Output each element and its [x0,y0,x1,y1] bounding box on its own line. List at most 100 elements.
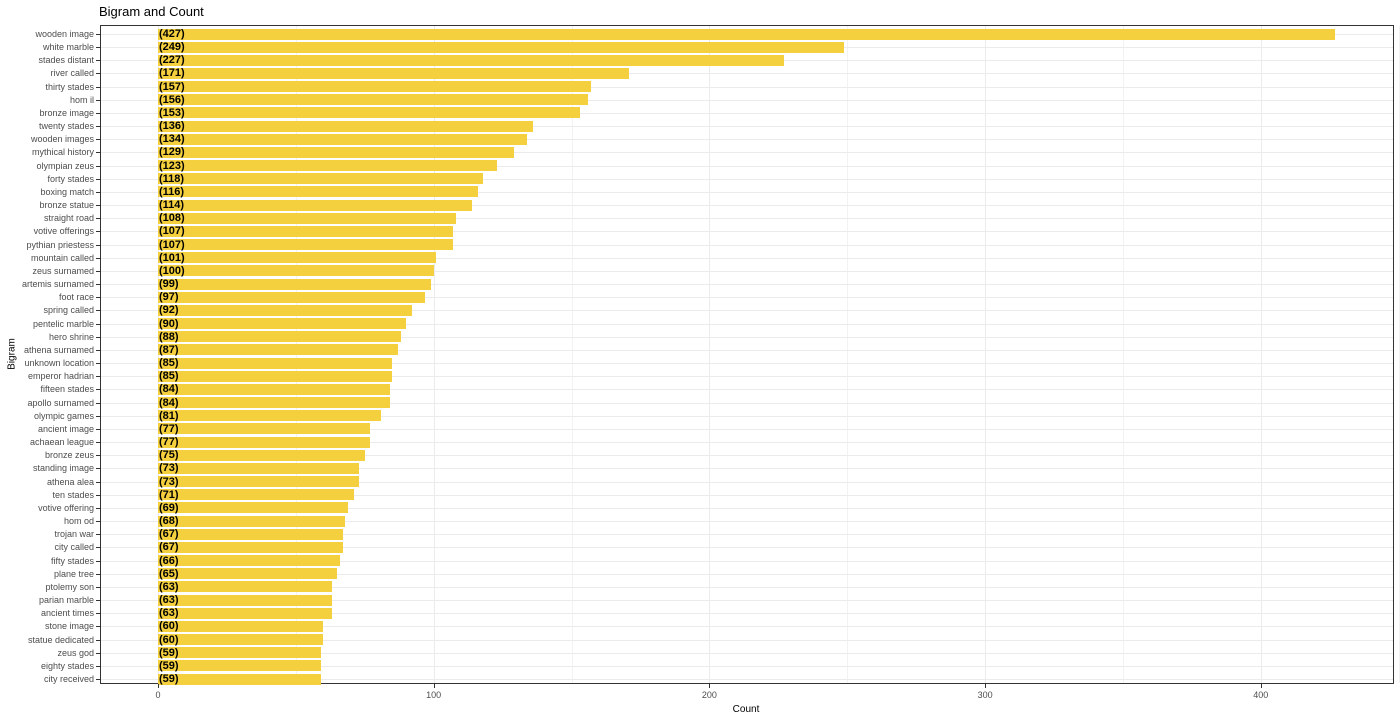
bar-value-label: (63) [159,594,179,607]
gridline-horizontal [101,428,1393,430]
bar-value-label: (101) [159,251,185,264]
plot-panel: (427) (249) (227) (171) (157) (156) (153) (136)… [100,25,1400,685]
bar [158,186,478,198]
bar [158,647,321,659]
bar [158,344,398,356]
y-axis-title: Bigram [6,338,18,370]
bar-value-label: (71) [159,488,179,501]
bar-value-label: (157) [159,80,185,93]
y-tick-label: eighty stades [40,660,94,671]
y-tick-label: stades distant [38,55,94,66]
gridline-horizontal [101,165,1393,167]
gridline-horizontal [101,481,1393,483]
y-tick [96,350,100,351]
y-tick-label: emperor hadrian [27,371,94,382]
gridline-horizontal [101,665,1393,667]
y-tick [96,139,100,140]
bar-value-label: (84) [159,396,179,409]
bar [158,54,784,66]
gridline-horizontal [101,191,1393,193]
y-tick-label: wooden images [30,134,94,145]
bar-value-label: (92) [159,304,179,317]
y-tick [96,376,100,377]
y-tick [96,416,100,417]
gridline-horizontal [101,126,1393,128]
y-tick [96,324,100,325]
bar [158,239,453,251]
bar-value-label: (67) [159,528,179,541]
y-tick-label: twenty stades [38,121,94,132]
bar-value-label: (59) [159,646,179,659]
bar [158,225,453,237]
bar-value-label: (99) [159,278,179,291]
bar [158,594,332,606]
y-tick-label: foot race [58,292,94,303]
y-tick-label: ptolemy son [45,581,94,592]
y-tick-label: mythical history [31,147,94,158]
bar [158,331,401,343]
bar [158,607,332,619]
y-tick-label: hom od [63,516,94,527]
y-tick-label: votive offering [38,502,94,513]
bar-value-label: (114) [159,199,185,212]
y-tick [96,482,100,483]
x-tick-label: 200 [701,690,717,700]
bar-value-label: (73) [159,475,179,488]
x-tick [985,684,986,688]
y-tick-label: achaean league [29,437,94,448]
y-tick-label: pentelic marble [32,318,94,329]
bar [158,541,343,553]
bar [158,515,346,527]
bar-value-label: (134) [159,133,185,146]
bar [158,528,343,540]
bar [158,410,382,422]
y-tick-label: white marble [42,42,94,53]
bar [158,67,630,79]
bar-value-label: (100) [159,264,185,277]
y-tick [96,297,100,298]
gridline-horizontal [101,547,1393,549]
y-tick-label: apollo surnamed [27,397,94,408]
y-tick-label: straight road [43,213,94,224]
gridline-horizontal [101,613,1393,615]
x-tick-label: 300 [977,690,993,700]
bar-value-label: (59) [159,659,179,672]
y-tick [96,547,100,548]
gridline-horizontal [101,73,1393,75]
y-tick [96,192,100,193]
y-tick [96,640,100,641]
y-tick [96,587,100,588]
bar-value-label: (75) [159,449,179,462]
y-tick [96,455,100,456]
y-tick [96,574,100,575]
y-tick-label: stone image [44,621,94,632]
bar [158,278,431,290]
y-tick [96,218,100,219]
gridline-horizontal [101,415,1393,417]
gridline-horizontal [101,639,1393,641]
bar-value-label: (85) [159,357,179,370]
x-tick [434,684,435,688]
bar [158,673,321,685]
gridline-horizontal [101,507,1393,509]
y-tick [96,508,100,509]
gridline-vertical [1122,26,1124,683]
bar-value-label: (84) [159,383,179,396]
gridline-horizontal [101,442,1393,444]
chart-title: Bigram and Count [99,4,204,19]
y-tick-label: bronze zeus [44,450,94,461]
bar-value-label: (60) [159,633,179,646]
x-tick-label: 0 [155,690,161,700]
bar [158,318,407,330]
y-tick [96,126,100,127]
bar-value-label: (116) [159,185,185,198]
gridline-vertical [433,26,435,683]
bar [158,265,434,277]
bar-value-label: (107) [159,238,185,251]
y-tick [96,679,100,680]
bar [158,41,845,53]
gridline-horizontal [101,389,1393,391]
gridline-horizontal [101,560,1393,562]
y-tick-label: ancient times [40,608,94,619]
y-tick [96,60,100,61]
